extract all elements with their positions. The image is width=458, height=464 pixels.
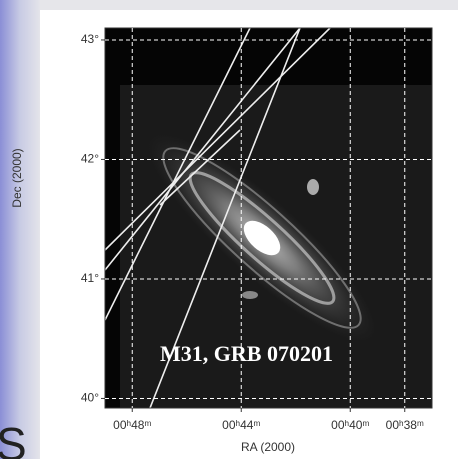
x-axis-label: RA (2000) bbox=[241, 440, 295, 454]
y-tick-label: 40° bbox=[81, 391, 99, 405]
slide-text: S bbox=[0, 418, 27, 459]
satellite-galaxy bbox=[307, 179, 319, 195]
page: Dec (2000) RA (2000) S 40° 41° 42° 43° 00ʰ48… bbox=[0, 0, 458, 459]
y-tick-label: 41° bbox=[81, 271, 99, 285]
y-tick-label: 43° bbox=[81, 32, 99, 46]
x-tick-label: 00ʰ44ᵐ bbox=[222, 418, 260, 432]
slide: Dec (2000) RA (2000) S 40° 41° 42° 43° 00ʰ48… bbox=[0, 0, 458, 459]
y-axis-label: Dec (2000) bbox=[10, 148, 24, 207]
annotation: M31, GRB 070201 bbox=[160, 341, 333, 366]
y-tick-label: 42° bbox=[81, 152, 99, 166]
x-tick-label: 00ʰ40ᵐ bbox=[331, 418, 369, 432]
x-tick-label: 00ʰ38ᵐ bbox=[386, 418, 424, 432]
x-tick-label: 00ʰ48ᵐ bbox=[113, 418, 151, 432]
side-band bbox=[0, 0, 40, 459]
satellite-galaxy bbox=[242, 291, 258, 299]
